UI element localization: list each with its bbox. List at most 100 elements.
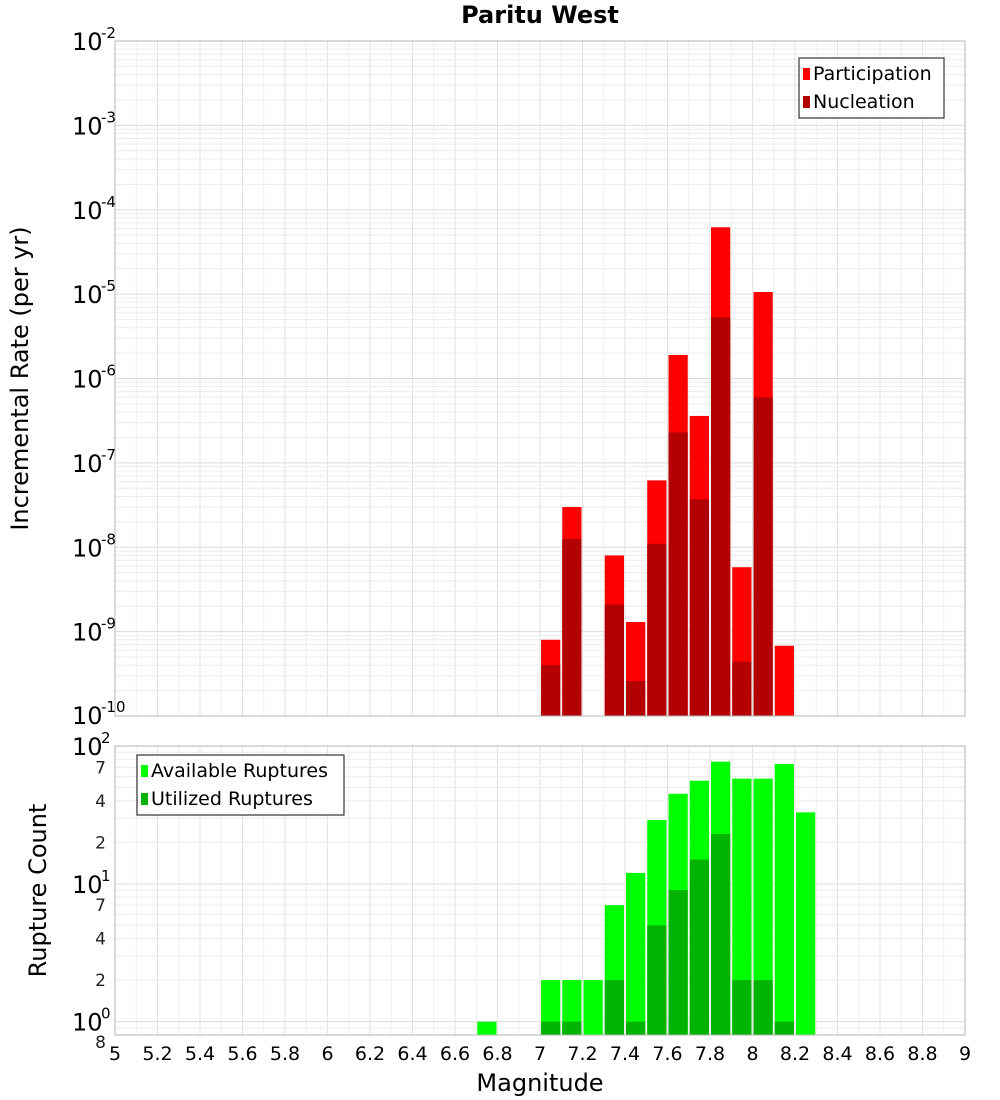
bar-utilized — [753, 980, 773, 1035]
legend-label: Available Ruptures — [151, 760, 328, 782]
y-tick-label-minor: 4 — [95, 930, 106, 950]
bar-utilized — [604, 980, 624, 1035]
bar-nucleation — [541, 665, 561, 716]
y-tick-exponent: -6 — [101, 362, 116, 380]
y-tick-label-minor: 2 — [95, 833, 106, 853]
y-tick-label: 10 — [72, 197, 103, 225]
bar-utilized — [711, 833, 731, 1035]
x-tick-label: 8.4 — [822, 1043, 852, 1065]
bar-nucleation — [626, 680, 646, 716]
y-tick-label: 10 — [72, 281, 103, 309]
chart-title: Paritu West — [461, 1, 619, 29]
x-tick-label: 7.8 — [695, 1043, 725, 1065]
y-tick-exponent: -8 — [101, 530, 116, 548]
y-tick-label-minor: 4 — [95, 792, 106, 812]
legend-box — [136, 754, 345, 816]
legend-label: Nucleation — [813, 91, 915, 113]
bar-utilized — [689, 859, 709, 1035]
plot-frame — [114, 745, 966, 1036]
bar-nucleation — [562, 539, 582, 716]
y-axis-label: Rupture Count — [24, 804, 52, 978]
bar-available — [477, 1021, 497, 1035]
bar-available — [583, 980, 603, 1035]
legend-box — [798, 57, 945, 119]
y-tick-label: 10 — [72, 733, 103, 761]
x-tick-label: 8.2 — [780, 1043, 810, 1065]
x-tick-label: 9 — [959, 1043, 971, 1065]
y-tick-label-minor: 7 — [95, 896, 106, 916]
bar-utilized — [647, 925, 667, 1035]
x-tick-label: 5.6 — [227, 1043, 257, 1065]
plot-frame — [114, 40, 966, 717]
x-axis-label: Magnitude — [476, 1069, 603, 1097]
x-tick-label: 6.2 — [355, 1043, 385, 1065]
y-tick-label: 10 — [72, 450, 103, 478]
bar-nucleation — [604, 604, 624, 716]
y-tick-label: 10 — [72, 28, 103, 56]
x-tick-label: 5.2 — [142, 1043, 172, 1065]
y-tick-label: 10 — [72, 619, 103, 647]
bar-utilized — [541, 1021, 561, 1035]
bar-available — [626, 872, 646, 1035]
bar-nucleation — [732, 661, 752, 716]
y-tick-label-minor: 8 — [95, 1033, 106, 1053]
bar-nucleation — [753, 397, 773, 716]
rate-panel: 10-210-310-410-510-610-710-810-910-10Par… — [6, 1, 966, 730]
bar-utilized — [562, 1021, 582, 1035]
bar-nucleation — [711, 317, 731, 716]
y-tick-exponent: -4 — [101, 193, 116, 211]
bar-participation — [774, 645, 794, 716]
legend-swatch — [141, 765, 148, 777]
bar-utilized — [668, 890, 688, 1035]
y-tick-labels: 10-210-310-410-510-610-710-810-910-10 — [72, 24, 126, 730]
legend-label: Utilized Ruptures — [151, 788, 313, 810]
y-tick-exponent: -5 — [101, 277, 116, 295]
x-tick-label: 6.6 — [440, 1043, 470, 1065]
bar-available — [774, 764, 794, 1035]
bar-available — [753, 778, 773, 1035]
x-tick-label: 8.6 — [865, 1043, 895, 1065]
bar-nucleation — [647, 543, 667, 716]
legend-label: Participation — [813, 63, 932, 85]
legend-swatch — [141, 793, 148, 805]
y-tick-exponent: -10 — [101, 698, 126, 716]
y-tick-label: 10 — [72, 112, 103, 140]
y-tick-exponent: 0 — [101, 1005, 111, 1023]
y-tick-label-minor: 7 — [95, 758, 106, 778]
legend: Available Ruptures Utilized Ruptures — [136, 754, 345, 816]
bar-available — [796, 812, 816, 1035]
bar-available — [732, 778, 752, 1035]
y-tick-label: 10 — [72, 366, 103, 394]
bars — [477, 761, 816, 1035]
bar-available — [562, 980, 582, 1035]
bar-nucleation — [668, 432, 688, 716]
x-tick-label: 6.4 — [397, 1043, 427, 1065]
y-tick-exponent: -3 — [101, 108, 116, 126]
y-tick-exponent: 2 — [101, 729, 111, 747]
bar-utilized — [732, 980, 752, 1035]
x-tick-label: 5.8 — [270, 1043, 300, 1065]
y-tick-exponent: -2 — [101, 24, 116, 42]
y-tick-exponent: -7 — [101, 446, 116, 464]
y-tick-label: 10 — [72, 871, 103, 899]
x-tick-label: 7.4 — [610, 1043, 640, 1065]
x-tick-label: 6 — [321, 1043, 333, 1065]
x-tick-label: 7.6 — [652, 1043, 682, 1065]
y-tick-label: 10 — [72, 702, 103, 730]
legend-swatch — [803, 68, 810, 80]
y-tick-exponent: -9 — [101, 615, 116, 633]
x-tick-label: 8 — [746, 1043, 758, 1065]
x-tick-label: 7.2 — [567, 1043, 597, 1065]
y-tick-exponent: 1 — [101, 867, 111, 885]
x-tick-labels: 5 5.2 5.4 5.6 5.8 6 6.2 6.4 6.6 6.8 7 7.2 7.4 7.6 7.8 8… — [109, 1043, 971, 1065]
legend: Participation Nucleation — [798, 57, 945, 119]
x-tick-label: 6.8 — [482, 1043, 512, 1065]
x-tick-label: 5.4 — [185, 1043, 215, 1065]
bar-nucleation — [689, 499, 709, 716]
bars — [541, 227, 794, 716]
y-tick-label: 10 — [72, 1009, 103, 1037]
y-tick-label-minor: 2 — [95, 971, 106, 991]
